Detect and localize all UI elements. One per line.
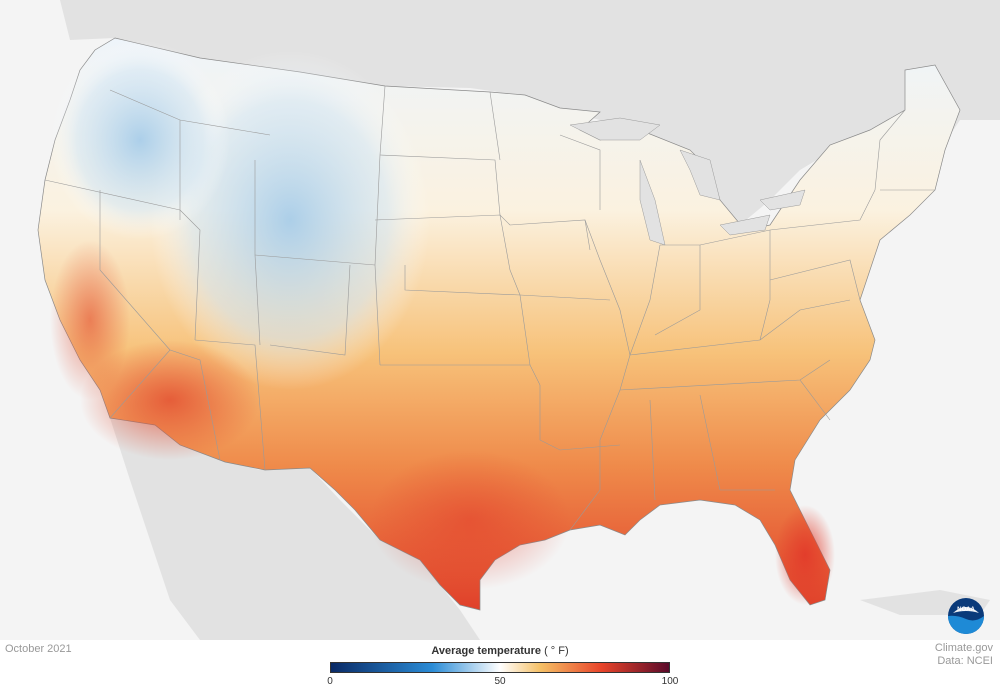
date-label: October 2021 xyxy=(5,643,72,655)
legend-title-text: Average temperature xyxy=(431,645,541,657)
credit-source: Data: NCEI xyxy=(937,655,993,667)
legend-tick-label: 0 xyxy=(327,676,333,687)
hot-region-florida xyxy=(775,505,835,605)
mexico-land xyxy=(110,418,480,640)
hot-region-california xyxy=(50,240,130,400)
svg-text:NOAA: NOAA xyxy=(957,607,975,613)
credit-site: Climate.gov xyxy=(934,642,993,654)
footer: October 2021 Average temperature ( ° F) … xyxy=(0,640,1000,690)
state-boundaries xyxy=(44,85,935,531)
map-svg xyxy=(37,0,1000,640)
legend-color-bar xyxy=(330,662,670,673)
temperature-map: NOAA xyxy=(37,0,1000,640)
legend-tick-label: 50 xyxy=(494,676,506,687)
noaa-logo: NOAA xyxy=(948,598,984,634)
hot-region-texas xyxy=(370,450,570,590)
legend-tick-label: 100 xyxy=(661,676,679,687)
cold-region-northwest xyxy=(50,40,230,240)
credit: Climate.gov Data: NCEI xyxy=(935,642,993,668)
legend-title: Average temperature ( ° F) xyxy=(330,645,670,657)
legend-unit: ( ° F) xyxy=(544,645,569,657)
great-lakes xyxy=(569,117,806,246)
hot-region-southwest xyxy=(80,340,260,460)
